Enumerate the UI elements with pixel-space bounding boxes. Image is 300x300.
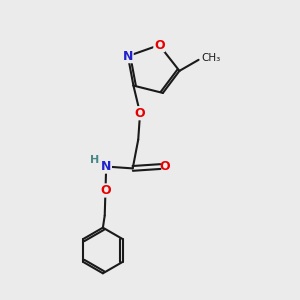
Text: H: H — [90, 155, 99, 165]
Text: O: O — [159, 160, 170, 173]
Text: O: O — [154, 39, 164, 52]
Text: O: O — [135, 107, 146, 120]
Text: O: O — [100, 184, 111, 197]
Text: N: N — [123, 50, 133, 63]
Text: CH₃: CH₃ — [201, 53, 220, 63]
Text: N: N — [101, 160, 111, 173]
